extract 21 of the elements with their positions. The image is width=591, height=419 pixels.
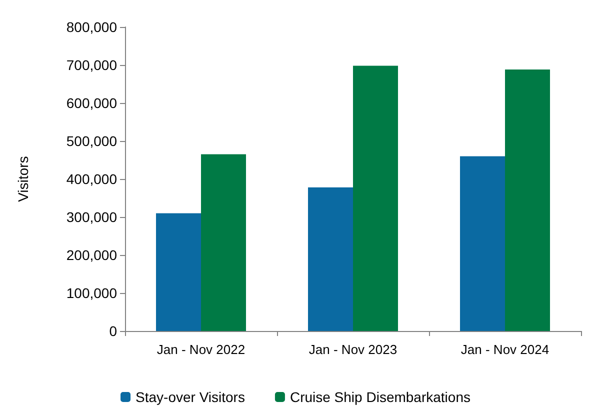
bar: [308, 187, 353, 331]
y-tick-label: 700,000: [66, 57, 118, 73]
y-axis-title: Visitors: [15, 156, 31, 202]
legend-label: Stay-over Visitors: [136, 389, 245, 405]
bar: [156, 213, 201, 331]
legend-label: Cruise Ship Disembarkations: [290, 389, 470, 405]
y-tick-label: 800,000: [66, 19, 118, 35]
y-tick-label: 600,000: [66, 95, 118, 111]
bar: [201, 154, 246, 331]
y-tick-label: 100,000: [66, 285, 118, 301]
x-tick-label: Jan - Nov 2022: [156, 342, 246, 357]
y-tick-label: 300,000: [66, 209, 118, 225]
x-tick-label: Jan - Nov 2024: [460, 342, 550, 357]
bar: [460, 156, 505, 331]
y-tick-label: 0: [109, 323, 118, 339]
y-tick-label: 400,000: [66, 171, 118, 187]
y-tick-label: 200,000: [66, 247, 118, 263]
y-tick-label: 500,000: [66, 133, 118, 149]
bar: [505, 70, 550, 331]
bar: [353, 66, 398, 331]
x-tick-label: Jan - Nov 2023: [308, 342, 398, 357]
